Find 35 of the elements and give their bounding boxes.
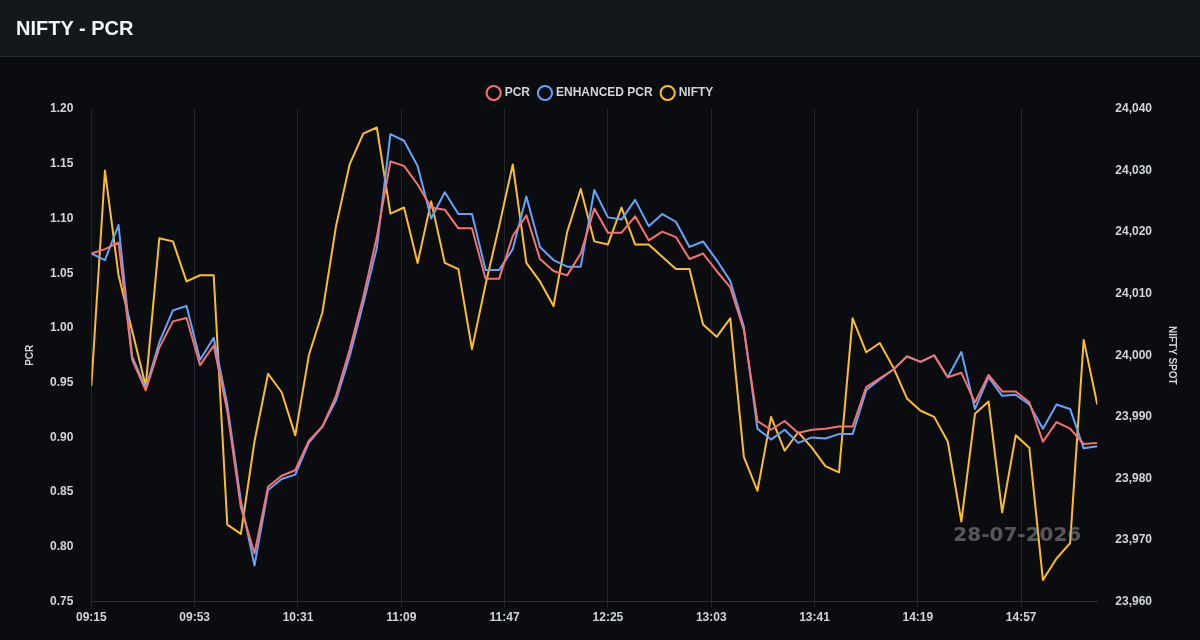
y-tick-label: 1.15 [50,156,74,171]
chart-title: NIFTY - PCR [16,16,134,40]
legend-label: NIFTY [678,85,714,100]
y-tick-label: 1.20 [50,101,74,116]
x-tick-label: 11:09 [386,610,417,625]
y-tick-label: 1.05 [50,265,74,280]
y-tick-label: 1.00 [50,320,74,335]
legend-label: PCR [504,85,531,100]
x-tick-label: 09:53 [179,610,211,625]
x-tick-label: 10:31 [282,610,314,625]
y-tick-label: 0.90 [50,429,74,444]
x-tick-label: 13:03 [695,610,727,625]
y2-tick-label: 24,010 [1115,286,1153,301]
y2-tick-label: 24,040 [1115,101,1153,116]
y2-tick-label: 24,000 [1115,347,1153,362]
x-tick-label: 13:41 [799,610,831,625]
y2-axis-title: NIFTY SPOT [1167,325,1179,385]
y-axis-title: PCR [23,343,35,366]
y-tick-label: 0.95 [50,374,74,389]
x-tick-label: 14:19 [902,610,934,625]
y2-tick-label: 23,990 [1115,409,1153,424]
x-tick-label: 09:15 [76,610,108,625]
y-tick-label: 0.75 [50,593,74,608]
x-tick-label: 14:57 [1005,610,1037,625]
y-tick-label: 0.85 [50,484,74,499]
y2-tick-label: 24,020 [1115,224,1153,239]
y2-tick-label: 23,980 [1115,470,1153,485]
x-tick-label: 12:25 [592,610,624,625]
y-tick-label: 0.80 [50,539,74,554]
y-tick-label: 1.10 [50,210,74,225]
legend-label: ENHANCED PCR [556,85,654,100]
y2-tick-label: 24,030 [1115,162,1153,177]
x-tick-label: 11:47 [489,610,520,625]
y2-tick-label: 23,960 [1115,593,1153,608]
y2-tick-label: 23,970 [1115,532,1153,547]
